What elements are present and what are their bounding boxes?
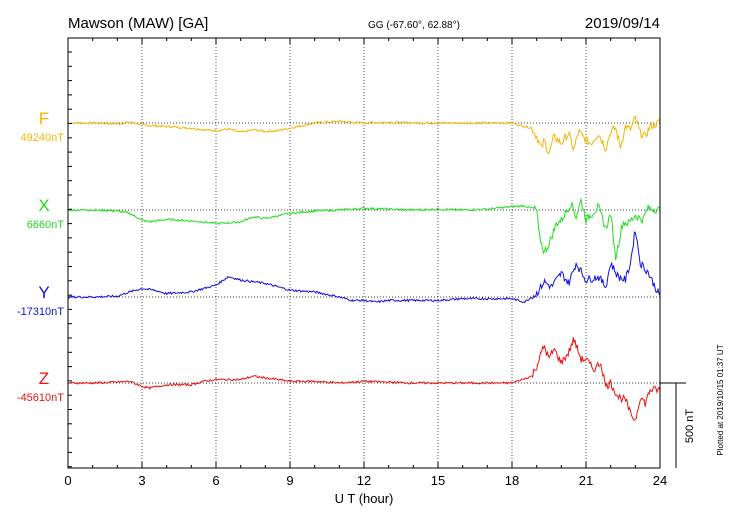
x-tick-label: 0 xyxy=(64,473,71,488)
series-letter-y: Y xyxy=(38,283,49,302)
series-line-y xyxy=(67,231,661,304)
x-tick-label: 6 xyxy=(212,473,219,488)
series-line-x xyxy=(67,198,661,261)
x-tick-label: 24 xyxy=(653,473,667,488)
series-letter-z: Z xyxy=(39,369,49,388)
x-axis: 0 3 6 9 12 15 18 21 24 xyxy=(64,38,667,488)
x-axis-label: U T (hour) xyxy=(335,491,394,506)
series-baseline-y: -17310nT xyxy=(17,306,64,318)
series-letter-x: X xyxy=(38,196,49,215)
x-tick-label: 15 xyxy=(431,473,445,488)
series-line-f xyxy=(67,115,661,155)
x-tick-label: 12 xyxy=(357,473,371,488)
series-baseline-x: 6660nT xyxy=(27,219,65,231)
plot-frame xyxy=(67,37,661,469)
x-tick-label: 3 xyxy=(138,473,145,488)
x-tick-label: 18 xyxy=(505,473,519,488)
series-baseline-z: -45610nT xyxy=(17,392,64,404)
traces xyxy=(67,115,661,421)
date-label: 2019/09/14 xyxy=(585,15,660,32)
series-labels: F 49240nT X 6660nT Y -17310nT Z -45610nT xyxy=(17,109,64,404)
series-line-z xyxy=(67,337,661,421)
grid xyxy=(68,38,660,468)
station-title: Mawson (MAW) [GA] xyxy=(68,15,208,32)
plotted-at-note: Plotted at 2019/10/15 01:37 UT xyxy=(716,344,725,455)
coordinates-label: GG (-67.60°, 62.88°) xyxy=(368,20,460,31)
series-letter-f: F xyxy=(39,109,49,128)
scale-bar-label: 500 nT xyxy=(684,409,696,444)
x-tick-label: 21 xyxy=(579,473,593,488)
series-baseline-f: 49240nT xyxy=(21,132,65,144)
scale-bar: 500 nT xyxy=(660,382,696,468)
x-tick-label: 9 xyxy=(286,473,293,488)
